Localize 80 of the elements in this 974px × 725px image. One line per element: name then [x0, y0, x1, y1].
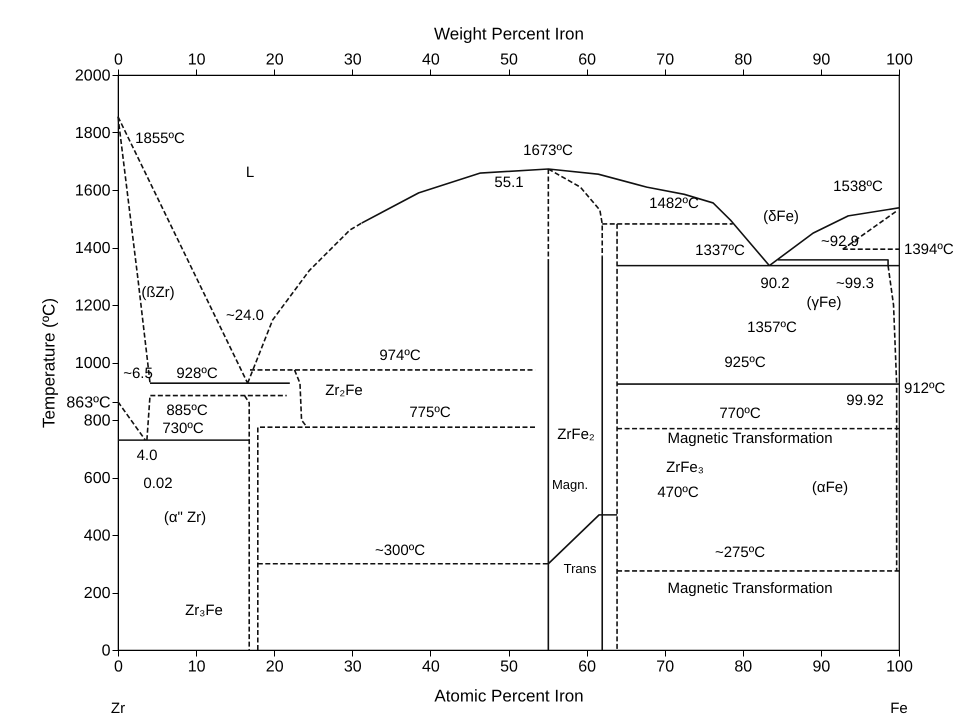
annotation: (γFe) — [806, 294, 842, 311]
text: Fe — [890, 700, 908, 717]
text: 1394ºC — [904, 241, 954, 258]
annotation: 925ºC — [724, 354, 766, 371]
x2-tick-label: 30 — [344, 658, 362, 676]
annotation: 99.92 — [846, 392, 884, 409]
annotation: 0.02 — [143, 475, 173, 492]
annotation: ~275ºC — [714, 544, 766, 561]
annotation: ZrFe₃ — [666, 459, 704, 476]
x2-tick-label: 100 — [886, 658, 913, 676]
x-tick-label: 0 — [114, 52, 124, 68]
annotation: 55.1 — [494, 174, 524, 191]
x-tick-label: 100 — [886, 52, 913, 68]
annotation: Magn. — [552, 477, 588, 492]
annotation: 1337ºC — [695, 242, 746, 259]
x2-tick-label: 90 — [812, 658, 830, 676]
y-tick-label: 400 — [84, 528, 111, 544]
annotation: Zr₃Fe — [185, 602, 223, 619]
annotation: 90.2 — [760, 275, 790, 292]
x-axis-title: Atomic Percent Iron — [434, 686, 584, 706]
x2-tick-label: 0 — [114, 658, 124, 676]
x-tick-label: 10 — [188, 52, 206, 68]
annotation: 730ºC — [162, 420, 204, 437]
y-tick-label: 800 — [84, 412, 111, 430]
x2-tick-label: 10 — [188, 658, 206, 676]
x2-tick-label: 80 — [734, 658, 752, 676]
annotation: 4.0 — [136, 447, 158, 464]
x2-axis-title: Weight Percent Iron — [434, 24, 584, 44]
y-axis-title: Temperature (ºC) — [39, 298, 58, 428]
x-tick-label: 70 — [656, 52, 674, 68]
annotation: 1855ºC — [135, 130, 186, 147]
annotation: 1357ºC — [747, 319, 798, 336]
annotation: 775ºC — [409, 404, 451, 421]
annotation: ~99.3 — [836, 275, 874, 292]
annotation: Magnetic Transformation — [667, 580, 833, 597]
y-tick-label: 1800 — [74, 125, 111, 142]
annotation: ZrFe₂ — [557, 426, 595, 443]
y-tick-label: 1600 — [74, 182, 111, 200]
annotation: (αFe) — [812, 479, 848, 496]
annotation: 470ºC — [657, 484, 699, 501]
x-tick-label: 40 — [422, 52, 440, 68]
annotation: ~92.9 — [821, 233, 859, 250]
y-tick-label: 1000 — [74, 355, 111, 372]
x2-tick-label: 60 — [578, 658, 596, 676]
annotation: Zr₂Fe — [325, 382, 363, 399]
x-tick-label: 80 — [734, 52, 752, 68]
annotation: Trans — [564, 561, 597, 576]
x-tick-label: 50 — [500, 52, 518, 68]
annotation: (α" Zr) — [164, 509, 206, 526]
annotation: 974ºC — [379, 347, 421, 364]
annotation: 1538ºC — [833, 178, 884, 195]
annotation: 885ºC — [166, 402, 208, 419]
annotation: L — [246, 164, 254, 181]
annotation: 1673ºC — [523, 142, 574, 159]
annotation: 928ºC — [176, 365, 218, 382]
annotation: Magnetic Transformation — [667, 430, 833, 447]
x2-tick-label: 20 — [266, 658, 284, 676]
annotation: (ßZr) — [141, 284, 175, 301]
y-tick-label: 1400 — [74, 240, 111, 257]
y-tick-label: 0 — [102, 642, 111, 660]
y-tick-label: 2000 — [74, 68, 111, 84]
annotation: (δFe) — [763, 208, 799, 225]
annotation: 1482ºC — [649, 195, 700, 212]
annotation: ~6.5 — [123, 365, 153, 382]
x-tick-label: 30 — [344, 52, 362, 68]
annotation: 770ºC — [719, 405, 761, 422]
annotation: ~300ºC — [374, 542, 426, 559]
y-tick-label: 200 — [84, 585, 111, 602]
annotation: ~24.0 — [226, 307, 264, 324]
y-tick-label: 863ºC — [66, 394, 110, 412]
x-tick-label: 90 — [812, 52, 830, 68]
y-tick-label: 600 — [84, 470, 111, 487]
x2-tick-label: 50 — [500, 658, 518, 676]
x-tick-label: 20 — [266, 52, 284, 68]
x2-tick-label: 70 — [656, 658, 674, 676]
text: Zr — [110, 700, 126, 717]
text: 912ºC — [904, 380, 946, 397]
x2-tick-label: 40 — [422, 658, 440, 676]
x-tick-label: 60 — [578, 52, 596, 68]
y-tick-label: 1200 — [74, 298, 111, 314]
